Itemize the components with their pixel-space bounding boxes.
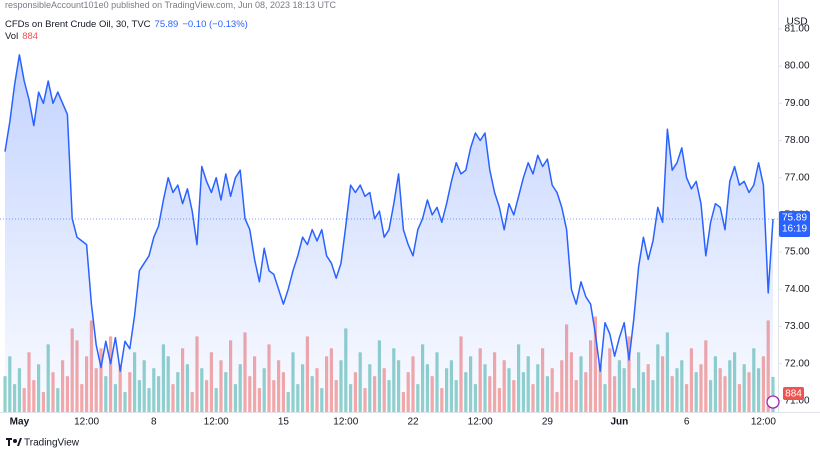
volume-label: 884 [785, 389, 802, 400]
y-tick-label: 79.00 [784, 98, 809, 109]
y-tick-label: 80.00 [784, 61, 809, 72]
legend-row: CFDs on Brent Crude Oil, 30, TVC 75.89 −0.… [5, 19, 252, 30]
x-tick-label: 29 [542, 417, 554, 428]
x-tick-label: 12:00 [468, 417, 493, 428]
last-price-label: 75.89 [782, 213, 807, 224]
symbol: CFDs on Brent Crude Oil, 30, TVC [5, 19, 151, 30]
volume-title: Vol [5, 31, 19, 42]
price-line [4, 54, 774, 372]
area [5, 54, 773, 413]
countdown: 16:19 [782, 224, 807, 235]
x-tick-label: 15 [278, 417, 290, 428]
last-price: 75.89 [154, 19, 179, 30]
x-tick-label: 12:00 [204, 417, 229, 428]
x-tick-label: 12:00 [74, 417, 99, 428]
x-tick-label: May [10, 417, 30, 428]
y-tick-label: 81.00 [784, 24, 809, 35]
x-tick-label: 12:00 [751, 417, 776, 428]
x-tick-label: 22 [407, 417, 419, 428]
x-tick-label: Jun [611, 417, 629, 428]
x-tick-label: 8 [151, 417, 157, 428]
change: −0.10 (−0.13%) [182, 19, 248, 30]
currency: USD [786, 17, 807, 28]
y-tick-label: 73.00 [784, 321, 809, 332]
logo [6, 438, 22, 446]
brand: TradingView [24, 438, 80, 449]
published: responsibleAccount101e0 published on Tra… [5, 0, 337, 10]
y-tick-label: 78.00 [784, 135, 809, 146]
flash-icon[interactable] [766, 395, 780, 409]
y-tick-label: 74.00 [784, 284, 809, 295]
last-price-box [779, 210, 810, 237]
volume-last: 884 [22, 31, 39, 42]
y-tick-label: 77.00 [784, 172, 809, 183]
x-tick-label: 12:00 [333, 417, 358, 428]
volume-box [783, 387, 804, 400]
y-tick-label: 75.00 [784, 247, 809, 258]
x-tick-label: 6 [684, 417, 690, 428]
y-tick-label: 72.00 [784, 358, 809, 369]
volume-row: Vol 884 [5, 31, 42, 42]
y-tick-label: 71.00 [784, 395, 809, 406]
